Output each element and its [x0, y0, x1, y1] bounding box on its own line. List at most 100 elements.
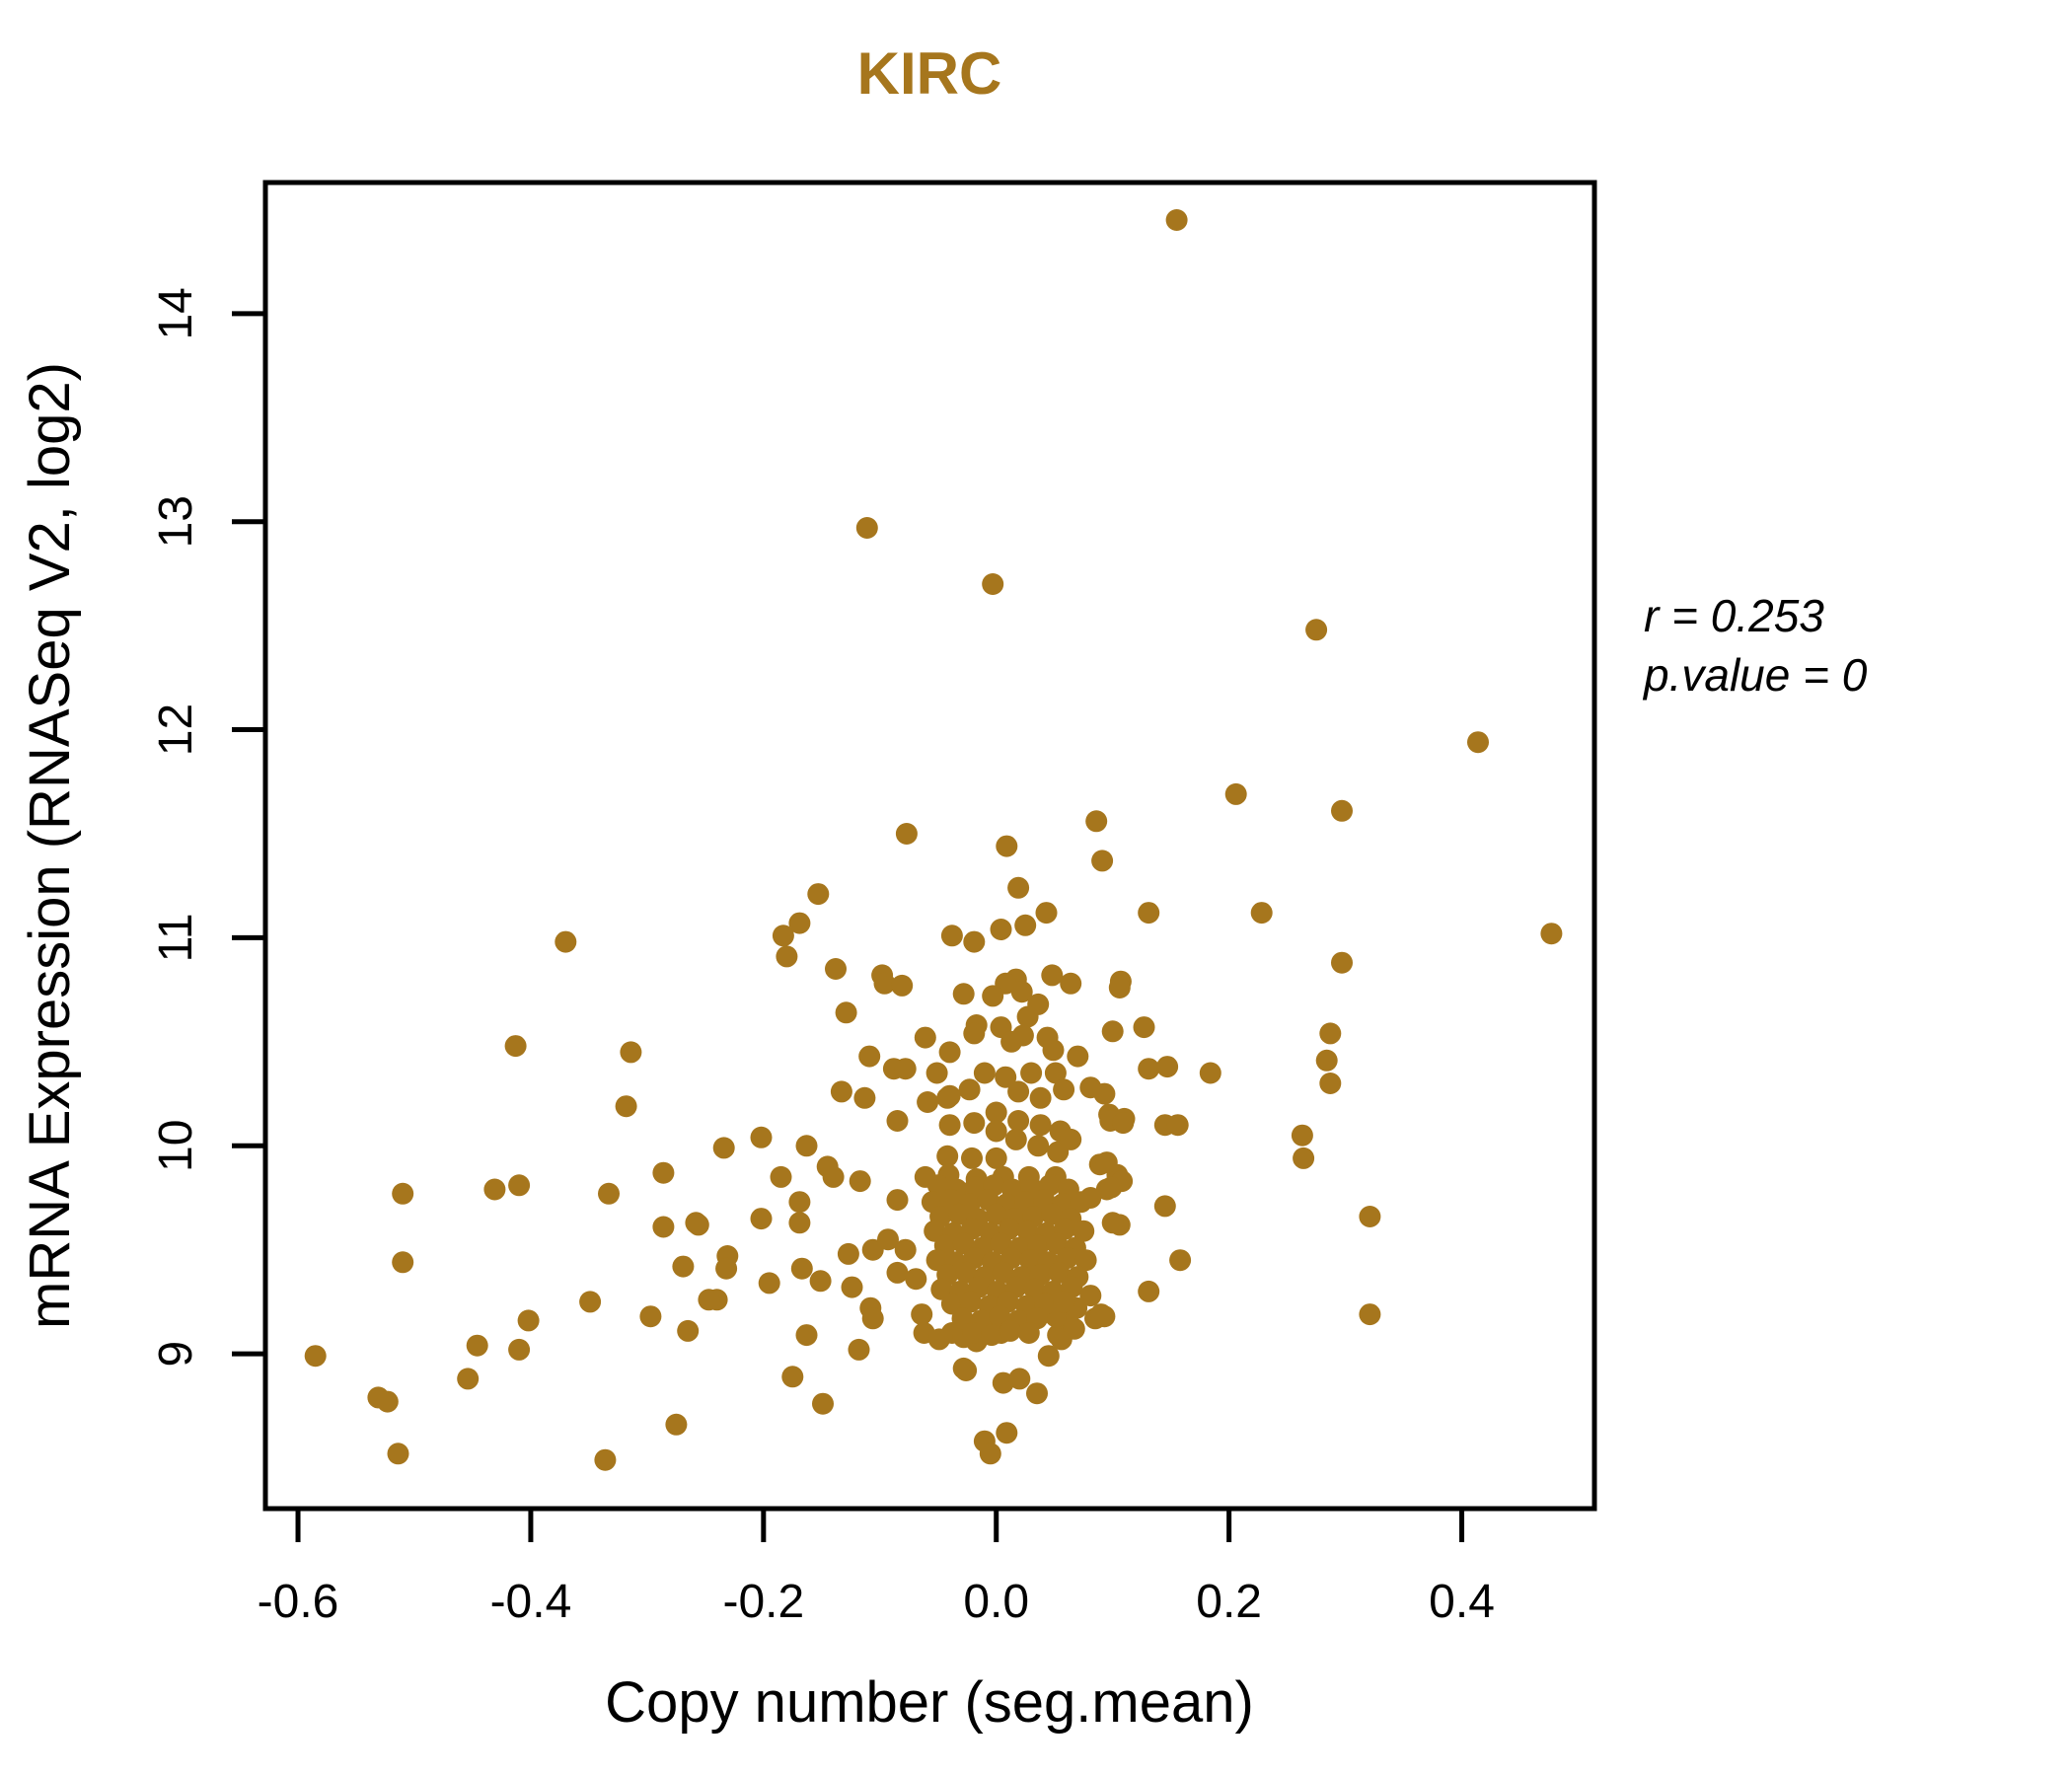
scatter-point — [392, 1251, 414, 1274]
scatter-point — [982, 573, 1004, 595]
scatter-point — [555, 930, 577, 953]
scatter-point — [996, 1422, 1018, 1444]
scatter-point — [938, 1084, 961, 1107]
scatter-point — [1037, 1345, 1060, 1368]
scatter-point — [1042, 1039, 1065, 1062]
scatter-point — [1199, 1062, 1221, 1084]
scatter-point — [1166, 1114, 1189, 1137]
scatter-point — [1319, 1022, 1342, 1045]
x-tick-label: -0.2 — [722, 1576, 804, 1628]
scatter-point — [1073, 1220, 1095, 1242]
scatter-point — [615, 1095, 637, 1118]
scatter-point — [672, 1255, 695, 1278]
scatter-point — [620, 1041, 642, 1064]
scatter-point — [387, 1443, 409, 1465]
scatter-point — [1011, 1024, 1034, 1047]
scatter-point — [1014, 914, 1037, 936]
scatter-point — [926, 1174, 949, 1197]
scatter-point — [925, 1062, 948, 1084]
scatter-point — [1053, 1078, 1075, 1101]
scatter-point — [1029, 1114, 1052, 1137]
scatter-point — [466, 1334, 488, 1357]
scatter-point — [1331, 951, 1353, 974]
scatter-point — [999, 1319, 1021, 1342]
scatter-point — [1007, 1110, 1030, 1132]
scatter-point — [1017, 1322, 1040, 1344]
scatter-point — [962, 1322, 985, 1344]
y-tick-label: 13 — [150, 495, 202, 548]
scatter-point — [1041, 1203, 1064, 1225]
scatter-point — [1319, 1073, 1342, 1094]
scatter-point — [982, 985, 1004, 1007]
scatter-point — [1048, 1261, 1071, 1284]
p-value-text: p.value = 0 — [1642, 649, 1868, 701]
scatter-point — [959, 1291, 982, 1313]
scatter-point — [392, 1182, 414, 1205]
y-tick-label: 14 — [150, 287, 202, 339]
scatter-point — [788, 1212, 811, 1234]
scatter-point — [1153, 1195, 1176, 1218]
scatter-point — [807, 883, 830, 906]
scatter-point — [1089, 1303, 1112, 1326]
scatter-point — [1091, 850, 1114, 872]
scatter-point — [917, 1091, 939, 1113]
scatter-point — [886, 1261, 909, 1284]
scatter-point — [886, 1110, 909, 1132]
scatter-point — [698, 1289, 720, 1311]
scatter-point — [304, 1345, 327, 1368]
plot-border — [262, 180, 1597, 1512]
scatter-point — [1027, 1135, 1050, 1157]
scatter-point — [1070, 1191, 1092, 1214]
correlation-annotation: r = 0.253 p.value = 0 — [1642, 590, 1868, 701]
x-tick-label: 0.0 — [963, 1576, 1029, 1628]
scatter-point — [1063, 1317, 1085, 1340]
scatter-point — [1133, 1016, 1155, 1039]
scatter-point — [795, 1324, 818, 1347]
y-tick-label: 10 — [150, 1120, 202, 1172]
scatter-point — [861, 1238, 884, 1261]
scatter-point — [955, 1261, 978, 1284]
scatter-point — [938, 1114, 961, 1137]
scatter-point — [873, 972, 896, 995]
scatter-point — [1004, 1128, 1027, 1150]
scatter-point — [848, 1338, 870, 1361]
scatter-point — [1085, 810, 1108, 833]
scatter-point — [1008, 1368, 1031, 1390]
scatter-point — [992, 1371, 1014, 1394]
scatter-point — [652, 1161, 675, 1184]
scatter-point — [861, 1307, 884, 1330]
scatter-point — [979, 1443, 1001, 1465]
scatter-point — [963, 1022, 986, 1045]
scatter-point — [750, 1208, 773, 1230]
scatter-point — [1291, 1124, 1313, 1147]
scatter-point — [936, 1145, 959, 1167]
scatter-point — [841, 1276, 863, 1298]
scatter-point — [1060, 1128, 1082, 1150]
scatter-point — [1044, 1062, 1067, 1084]
scatter-point — [958, 1078, 981, 1101]
scatter-point — [1016, 1005, 1039, 1028]
scatter-point — [1112, 1112, 1135, 1135]
scatter-point — [1079, 1285, 1102, 1307]
scatter-point — [1060, 972, 1082, 995]
scatter-point — [812, 1392, 834, 1415]
scatter-point — [963, 930, 986, 953]
y-axis-label: mRNA Expression (RNASeq V2, log2) — [18, 362, 82, 1329]
scatter-point — [1007, 876, 1030, 899]
scatter-point — [376, 1390, 399, 1413]
x-axis-label: Copy number (seg.mean) — [605, 1670, 1254, 1735]
scatter-point — [886, 1189, 909, 1212]
x-axis-ticks: -0.6 -0.4 -0.2 0.0 0.2 0.4 — [258, 1509, 1495, 1628]
scatter-point — [504, 1035, 527, 1058]
scatter-point — [853, 1086, 876, 1109]
scatter-point — [894, 1238, 917, 1261]
scatter-point — [1169, 1249, 1192, 1272]
x-tick-label: 0.4 — [1429, 1576, 1495, 1628]
r-value-text: r = 0.253 — [1644, 590, 1824, 641]
scatter-point — [1029, 1086, 1052, 1109]
scatter-point — [457, 1368, 480, 1390]
scatter-point — [905, 1268, 927, 1291]
scatter-point — [825, 958, 847, 980]
scatter-point — [750, 1126, 773, 1148]
